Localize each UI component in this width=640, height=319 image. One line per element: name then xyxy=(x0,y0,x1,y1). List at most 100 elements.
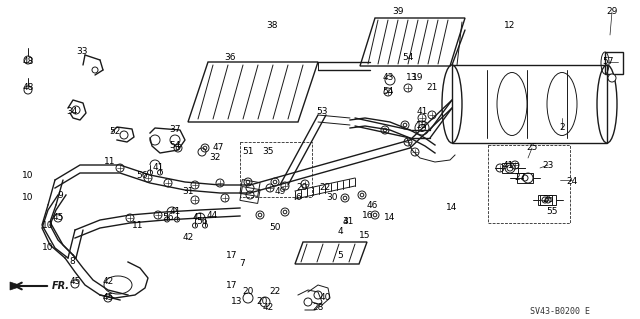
Circle shape xyxy=(164,217,170,222)
Text: 8: 8 xyxy=(69,257,75,266)
Text: 37: 37 xyxy=(169,125,180,135)
Text: 13: 13 xyxy=(406,73,418,83)
Text: 54: 54 xyxy=(170,140,180,150)
Circle shape xyxy=(301,180,309,188)
Bar xyxy=(605,52,623,74)
Circle shape xyxy=(216,179,224,187)
Text: 15: 15 xyxy=(359,231,371,240)
Text: 20: 20 xyxy=(296,183,308,192)
Text: 38: 38 xyxy=(266,20,278,29)
Text: 25: 25 xyxy=(526,144,538,152)
Bar xyxy=(502,163,518,173)
Text: 14: 14 xyxy=(446,204,458,212)
Bar xyxy=(517,173,533,183)
Text: 4: 4 xyxy=(337,227,343,236)
Text: 23: 23 xyxy=(542,160,554,169)
Text: 6: 6 xyxy=(295,194,301,203)
Bar xyxy=(240,142,312,197)
Text: FR.: FR. xyxy=(52,281,70,291)
Text: 43: 43 xyxy=(382,73,394,83)
Circle shape xyxy=(157,170,163,175)
Circle shape xyxy=(154,211,162,219)
Text: 21: 21 xyxy=(426,84,438,93)
Circle shape xyxy=(428,111,436,119)
Text: 51: 51 xyxy=(243,147,253,157)
Text: 13: 13 xyxy=(231,298,243,307)
Text: 54: 54 xyxy=(403,54,413,63)
Text: 39: 39 xyxy=(392,8,404,17)
Text: 57: 57 xyxy=(602,57,614,66)
Text: 34: 34 xyxy=(67,108,77,116)
Circle shape xyxy=(202,223,207,228)
Text: 10: 10 xyxy=(42,220,54,229)
Text: 11: 11 xyxy=(132,220,144,229)
Text: 40: 40 xyxy=(319,293,331,302)
Circle shape xyxy=(126,214,134,222)
Circle shape xyxy=(418,114,426,122)
Text: 16: 16 xyxy=(362,211,374,219)
Text: 7: 7 xyxy=(239,258,245,268)
Circle shape xyxy=(144,174,152,182)
Text: 26: 26 xyxy=(542,196,554,204)
Circle shape xyxy=(193,223,198,228)
Circle shape xyxy=(191,196,199,204)
Text: 56: 56 xyxy=(196,218,208,226)
Text: 17: 17 xyxy=(227,250,237,259)
Text: 35: 35 xyxy=(262,147,274,157)
Text: 48: 48 xyxy=(22,57,34,66)
Text: 19: 19 xyxy=(412,73,424,83)
Text: 56: 56 xyxy=(136,170,148,180)
Circle shape xyxy=(511,161,519,169)
Circle shape xyxy=(608,74,616,82)
Text: 54: 54 xyxy=(382,87,394,97)
Text: 31: 31 xyxy=(182,188,194,197)
Circle shape xyxy=(191,181,199,189)
Bar xyxy=(538,195,552,205)
Circle shape xyxy=(404,138,412,146)
Text: 41: 41 xyxy=(502,160,514,169)
Bar xyxy=(488,145,570,223)
Text: 29: 29 xyxy=(606,8,618,17)
Circle shape xyxy=(411,148,419,156)
Text: 36: 36 xyxy=(224,54,236,63)
Text: 18: 18 xyxy=(416,121,428,130)
Circle shape xyxy=(281,182,289,190)
Text: 41: 41 xyxy=(416,108,428,116)
Circle shape xyxy=(175,217,179,222)
Text: 20: 20 xyxy=(243,287,253,296)
Text: 56: 56 xyxy=(163,213,173,222)
Text: 2: 2 xyxy=(559,123,565,132)
Text: 22: 22 xyxy=(319,183,331,192)
Circle shape xyxy=(92,67,98,73)
Circle shape xyxy=(404,84,412,92)
Text: 41: 41 xyxy=(152,164,164,173)
Text: 22: 22 xyxy=(269,287,280,296)
Text: 24: 24 xyxy=(566,177,578,187)
Text: 42: 42 xyxy=(102,278,114,286)
Text: 12: 12 xyxy=(504,20,516,29)
Circle shape xyxy=(198,148,206,156)
Text: 32: 32 xyxy=(209,153,221,162)
Circle shape xyxy=(116,164,124,172)
Text: 10: 10 xyxy=(22,194,34,203)
Text: 30: 30 xyxy=(326,194,338,203)
Text: 3: 3 xyxy=(342,218,348,226)
Text: 46: 46 xyxy=(366,201,378,210)
Text: 11: 11 xyxy=(104,158,116,167)
Text: 45: 45 xyxy=(69,278,81,286)
Circle shape xyxy=(147,170,152,175)
Circle shape xyxy=(384,88,392,96)
Text: 41: 41 xyxy=(192,213,204,222)
Circle shape xyxy=(164,179,172,187)
Text: 10: 10 xyxy=(22,170,34,180)
Text: 41: 41 xyxy=(342,218,354,226)
Text: 14: 14 xyxy=(384,213,396,222)
Text: 48: 48 xyxy=(22,84,34,93)
Text: 50: 50 xyxy=(269,224,281,233)
Circle shape xyxy=(266,184,274,192)
Text: 55: 55 xyxy=(547,207,557,217)
Bar xyxy=(540,195,556,205)
Polygon shape xyxy=(10,282,22,290)
Text: 42: 42 xyxy=(262,303,274,313)
Text: 53: 53 xyxy=(316,108,328,116)
